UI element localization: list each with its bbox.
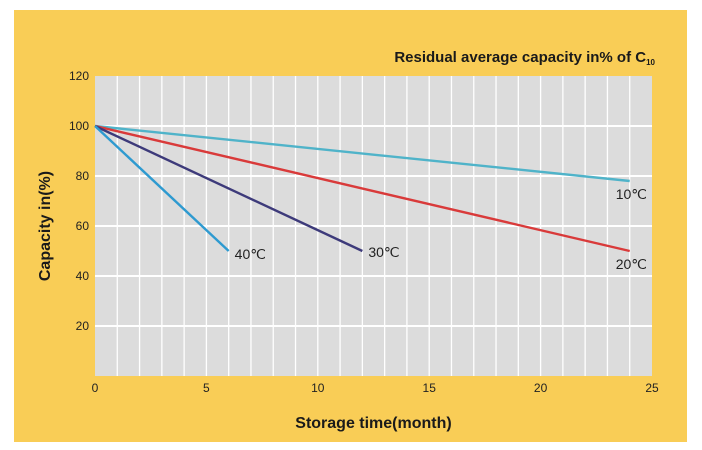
y-tick-label: 60 [76, 219, 90, 233]
y-axis-label: Capacity in(%) [37, 171, 54, 281]
series-group [94, 124, 630, 253]
x-tick-label: 15 [423, 381, 437, 395]
x-tick-label: 0 [92, 381, 99, 395]
x-tick-label: 25 [645, 381, 659, 395]
series-label: 30℃ [368, 244, 399, 260]
x-tick-label: 10 [311, 381, 325, 395]
y-tick-label: 20 [76, 319, 90, 333]
y-tick-label: 40 [76, 269, 90, 283]
tick-labels: 0 5 10 15 20 25 20 40 60 80 100 120 [69, 69, 659, 395]
x-tick-label: 5 [203, 381, 210, 395]
series-line [94, 125, 230, 252]
series-labels: 10℃ 20℃ 30℃ 40℃ [235, 186, 647, 272]
y-tick-label: 80 [76, 169, 90, 183]
series-label: 10℃ [616, 186, 647, 202]
chart-title: Residual average capacity in% of C10 [394, 49, 655, 67]
series-line [94, 124, 630, 183]
series-label: 40℃ [235, 246, 266, 262]
x-axis-label: Storage time(month) [295, 415, 451, 432]
x-tick-label: 20 [534, 381, 548, 395]
series-line [94, 124, 363, 253]
y-tick-label: 120 [69, 69, 89, 83]
y-tick-label: 100 [69, 119, 89, 133]
series-label: 20℃ [616, 256, 647, 272]
series-line [94, 124, 630, 253]
